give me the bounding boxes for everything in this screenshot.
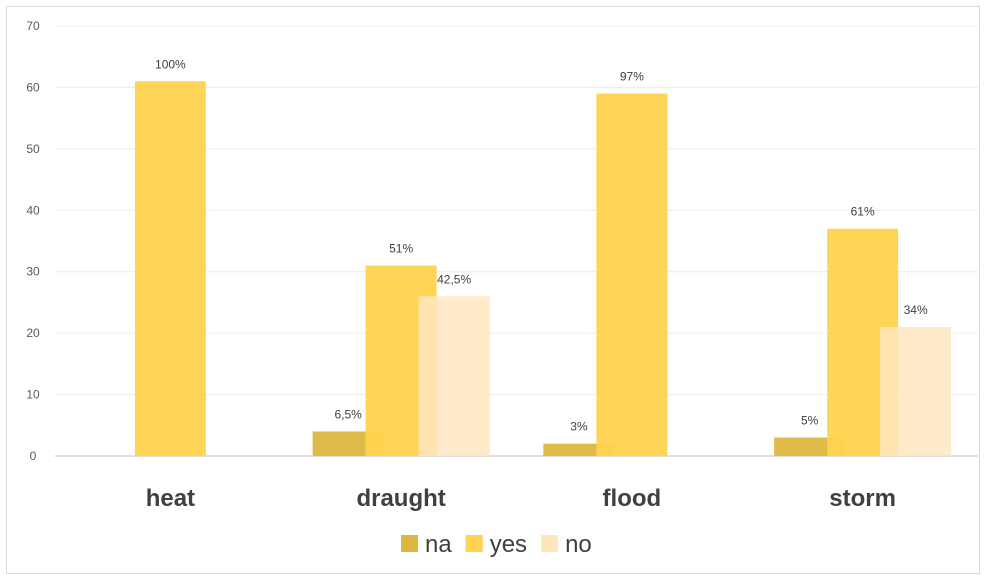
bar-no-storm [880, 327, 952, 456]
bar-no-draught [418, 296, 490, 456]
y-tick-label: 20 [26, 326, 40, 340]
legend-label-na: na [425, 531, 452, 558]
data-label-yes-flood: 97% [620, 70, 644, 84]
x-category-label: storm [829, 485, 896, 512]
x-category-label: flood [603, 485, 662, 512]
y-tick-label: 70 [26, 19, 40, 33]
legend-label-no: no [565, 531, 592, 558]
y-tick-label: 30 [26, 265, 40, 279]
data-label-yes-heat: 100% [155, 57, 186, 71]
y-tick-label: 60 [26, 80, 40, 94]
gridlines [55, 25, 978, 457]
legend-swatch-no [541, 535, 559, 552]
x-category-label: draught [356, 485, 445, 512]
bars [134, 81, 952, 457]
data-label-na-storm: 5% [801, 414, 819, 428]
x-axis: heat draught flood storm [146, 485, 896, 512]
legend: na yes no [401, 531, 592, 558]
y-tick-label: 50 [26, 142, 40, 156]
data-label-yes-storm: 61% [851, 205, 875, 219]
y-tick-label: 40 [26, 203, 40, 217]
bar-yes-heat [134, 81, 206, 457]
y-tick-label: 10 [26, 388, 40, 402]
data-label-no-draught: 42,5% [437, 272, 471, 286]
legend-label-yes: yes [490, 531, 527, 558]
data-label-na-draught: 6,5% [334, 407, 362, 421]
data-label-yes-draught: 51% [389, 242, 413, 256]
bar-yes-flood [596, 93, 668, 457]
legend-swatch-yes [465, 535, 483, 552]
y-axis: 0 10 20 30 40 50 60 70 [26, 19, 40, 463]
y-tick-label: 0 [30, 449, 37, 463]
data-label-na-flood: 3% [570, 420, 588, 434]
data-labels: 100% 6,5% 51% 42,5% 3% 97% 5% 61% 34% [155, 57, 928, 433]
x-category-label: heat [146, 485, 195, 512]
data-label-no-storm: 34% [904, 303, 928, 317]
legend-swatch-na [401, 535, 418, 552]
